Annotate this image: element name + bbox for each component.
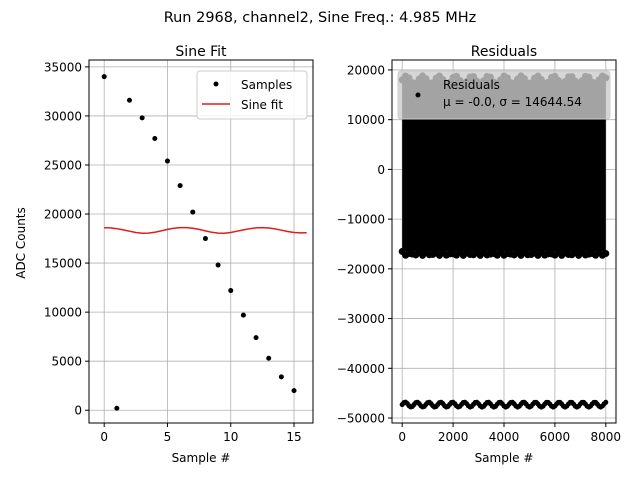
sine-fit-x-tick-label: 10 bbox=[223, 430, 238, 444]
sample-point bbox=[177, 183, 183, 189]
residuals-y-tick-label: 0 bbox=[377, 163, 385, 177]
residuals-y-tick-label: −30000 bbox=[337, 312, 385, 326]
figure-suptitle: Run 2968, channel2, Sine Freq.: 4.985 MH… bbox=[164, 10, 477, 26]
residuals-x-tick-label: 2000 bbox=[438, 430, 469, 444]
sample-point bbox=[278, 374, 284, 380]
sine-fit-ylabel: ADC Counts bbox=[14, 207, 28, 279]
sample-point bbox=[215, 262, 221, 268]
sine-fit-samples bbox=[101, 74, 297, 411]
residuals-plot: 0 2000 4000 6000 8000 −50000 −40000 −30000 −200… bbox=[337, 44, 621, 465]
legend-residuals-marker bbox=[415, 92, 421, 98]
sample-point bbox=[240, 312, 246, 318]
residual-point bbox=[602, 249, 610, 257]
sine-fit-legend-box bbox=[196, 70, 308, 120]
legend-residuals-label: Residuals bbox=[443, 78, 500, 92]
sine-fit-line bbox=[104, 226, 307, 234]
sine-fit-y-tick-label: 20000 bbox=[44, 208, 82, 222]
legend-samples-label: Samples bbox=[241, 78, 292, 92]
sample-point bbox=[114, 405, 120, 411]
sample-point bbox=[139, 115, 145, 121]
sample-point bbox=[164, 158, 170, 164]
sine-fit-axes-frame bbox=[88, 59, 314, 424]
residuals-x-ticks: 0 2000 4000 6000 8000 bbox=[398, 423, 621, 444]
sine-fit-y-tick-label: 10000 bbox=[44, 306, 82, 320]
sine-fit-x-tick-label: 5 bbox=[164, 430, 172, 444]
residuals-x-tick-label: 4000 bbox=[489, 430, 520, 444]
sine-fit-x-tick-label: 15 bbox=[286, 430, 301, 444]
residuals-y-tick-label: −20000 bbox=[337, 262, 385, 276]
residuals-title: Residuals bbox=[471, 44, 537, 60]
sine-fit-y-tick-label: 35000 bbox=[44, 60, 82, 74]
sine-fit-title: Sine Fit bbox=[175, 44, 227, 60]
sine-fit-y-tick-label: 0 bbox=[74, 404, 82, 418]
residuals-legend: Residuals μ = -0.0, σ = 14644.54 bbox=[397, 70, 611, 120]
sample-point bbox=[266, 355, 272, 361]
residual-outlier-point bbox=[603, 399, 609, 405]
sine-fit-legend: Samples Sine fit bbox=[196, 70, 308, 120]
legend-residuals-stats: μ = -0.0, σ = 14644.54 bbox=[443, 95, 582, 109]
sample-point bbox=[190, 209, 196, 215]
residuals-y-tick-label: −40000 bbox=[337, 362, 385, 376]
legend-sine-fit-label: Sine fit bbox=[241, 98, 283, 112]
residuals-legend-box bbox=[397, 70, 611, 120]
sample-point bbox=[101, 74, 107, 80]
residuals-y-ticks: −50000 −40000 −30000 −20000 −10000 0 10000 2000… bbox=[337, 63, 392, 426]
residuals-y-tick-label: −50000 bbox=[337, 412, 385, 426]
sine-fit-plot: 0 5 10 15 0 5000 10000 15000 20000 25000 30000 350… bbox=[14, 44, 314, 465]
sine-fit-y-ticks: 0 5000 10000 15000 20000 25000 30000 35000 bbox=[44, 60, 89, 418]
residuals-y-tick-label: 10000 bbox=[347, 113, 385, 127]
sine-fit-curve bbox=[104, 226, 307, 234]
sine-fit-y-tick-label: 30000 bbox=[44, 109, 82, 123]
residuals-x-tick-label: 6000 bbox=[540, 430, 571, 444]
residuals-xlabel: Sample # bbox=[475, 451, 534, 465]
sine-fit-xlabel: Sample # bbox=[172, 451, 231, 465]
residuals-y-tick-label: 20000 bbox=[347, 63, 385, 77]
sine-fit-y-tick-label: 5000 bbox=[51, 355, 82, 369]
sine-fit-y-tick-label: 25000 bbox=[44, 158, 82, 172]
residuals-y-tick-label: −10000 bbox=[337, 213, 385, 227]
sample-point bbox=[291, 388, 297, 394]
sine-fit-grid bbox=[89, 60, 313, 423]
sine-fit-x-ticks: 0 5 10 15 bbox=[100, 423, 302, 444]
sine-fit-x-tick-label: 0 bbox=[100, 430, 108, 444]
sample-point bbox=[253, 335, 259, 341]
sample-point bbox=[152, 135, 158, 141]
residuals-x-tick-label: 0 bbox=[398, 430, 406, 444]
sample-point bbox=[228, 288, 234, 294]
legend-samples-marker bbox=[213, 81, 219, 87]
sample-point bbox=[202, 236, 208, 242]
sine-fit-y-tick-label: 15000 bbox=[44, 257, 82, 271]
residuals-x-tick-label: 8000 bbox=[591, 430, 622, 444]
sample-point bbox=[126, 97, 132, 103]
